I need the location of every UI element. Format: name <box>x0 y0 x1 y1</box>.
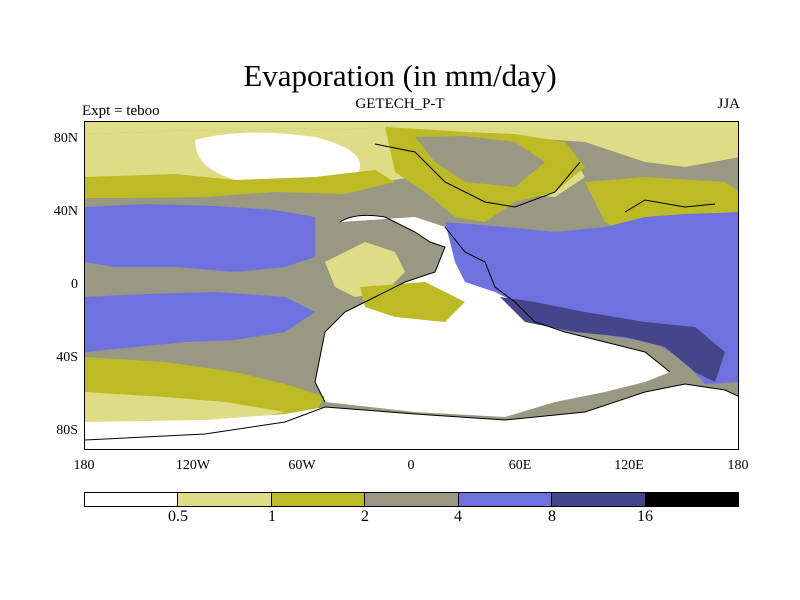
colorbar-label: 4 <box>454 508 462 525</box>
y-tick-label: 80S <box>56 423 78 438</box>
fill-8-16-max <box>500 297 725 382</box>
plot-subtitle: GETECH_P-T <box>355 96 445 112</box>
x-tick-label: 60W <box>288 458 316 473</box>
x-tick-label: 0 <box>407 458 415 473</box>
colorbar-box <box>458 493 553 506</box>
evaporation-map <box>85 122 738 449</box>
fill-lt-0-5-greenland <box>195 132 360 186</box>
x-tick-label: 60E <box>508 458 532 473</box>
colorbar-box <box>645 493 738 506</box>
x-tick-label: 120W <box>175 458 211 473</box>
colorbar-label: 8 <box>548 508 556 525</box>
fill-2-4-siberia <box>415 136 545 187</box>
coastline-antarctica <box>85 383 738 441</box>
coastline-islands <box>624 199 716 213</box>
experiment-label: Expt = teboo <box>82 103 160 119</box>
fill-2-4-equator <box>85 267 325 294</box>
colorbar-label: 16 <box>637 508 653 525</box>
y-tick-label: 0 <box>71 277 78 292</box>
colorbar-label: 1 <box>268 508 276 525</box>
fill-0-5-1-continent-patch <box>325 242 405 297</box>
y-tick-label: 80N <box>53 131 78 146</box>
fill-1-2-continent-patch <box>360 282 465 322</box>
colorbar-box <box>178 493 272 506</box>
season-label: JJA <box>717 96 740 112</box>
y-tick-label: 40S <box>56 350 78 365</box>
colorbar-box <box>85 493 179 506</box>
x-tick-label: 180 <box>73 458 95 473</box>
fill-4-8-north-tropics <box>85 204 315 272</box>
fill-4-8-south-tropics <box>85 292 315 352</box>
colorbar-label: 2 <box>361 508 369 525</box>
coastline-west <box>314 214 446 403</box>
colorbar-box <box>365 493 459 506</box>
fill-0-5-1-north <box>85 122 738 167</box>
fill-lt-0-5-continent <box>315 215 670 417</box>
fill-1-2-north <box>85 170 395 198</box>
y-tick-label: 40N <box>53 204 78 219</box>
x-tick-label: 180 <box>727 458 749 473</box>
colorbar <box>84 492 739 507</box>
colorbar-box <box>552 493 646 506</box>
colorbar-box <box>271 493 366 506</box>
colorbar-label: 0.5 <box>168 508 188 525</box>
fill-lt-0-5-antarctica <box>85 384 738 449</box>
coastline-north <box>374 143 581 208</box>
coastline-east <box>444 226 671 373</box>
x-tick-label: 120E <box>614 458 644 473</box>
map-panel <box>84 121 739 450</box>
plot-title: Evaporation (in mm/day) <box>243 58 557 93</box>
